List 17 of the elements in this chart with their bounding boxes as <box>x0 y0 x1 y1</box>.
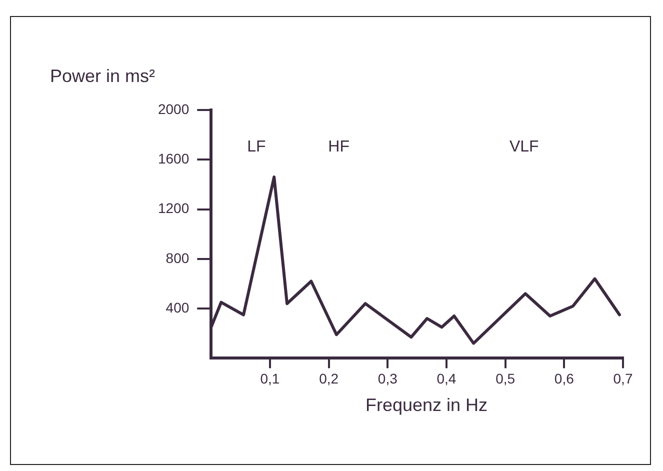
x-tick-label: 0,4 <box>436 370 456 386</box>
y-tick-label: 1200 <box>158 200 190 216</box>
y-tick-label: 1600 <box>158 150 190 166</box>
x-axis-title: Frequenz in Hz <box>364 395 489 416</box>
x-tick-label: 0,5 <box>496 370 516 386</box>
x-tick-label: 0,6 <box>554 370 574 386</box>
x-tick-label: 0,3 <box>378 370 398 386</box>
annotation: LF <box>247 138 266 156</box>
x-tick-label: 0,1 <box>260 370 280 386</box>
y-tick-label: 2000 <box>158 100 190 117</box>
annotation: VLF <box>509 138 540 156</box>
y-tick-label: 800 <box>166 250 190 266</box>
y-tick-label: 400 <box>166 299 190 316</box>
x-tick-label: 0,2 <box>319 370 339 386</box>
y-axis-title: Power in ms² <box>50 66 156 87</box>
x-tick-label: 0,7 <box>613 370 633 386</box>
annotation: HF <box>328 138 350 156</box>
